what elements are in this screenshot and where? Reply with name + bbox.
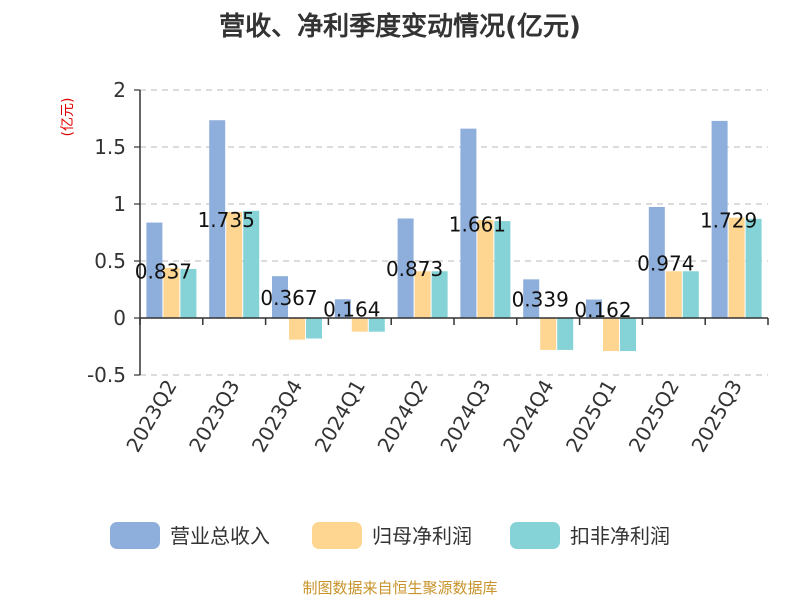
bar: [523, 279, 540, 318]
x-tick-label: 2025Q2: [624, 376, 684, 457]
x-tick-label: 2024Q2: [372, 376, 432, 457]
data-label: 1.661: [449, 212, 506, 236]
bar: [289, 318, 305, 340]
bar: [368, 318, 385, 332]
x-tick-label: 2025Q1: [561, 376, 621, 457]
data-label: 1.729: [700, 208, 757, 232]
bar: [494, 221, 511, 318]
y-tick-label: 0.5: [94, 249, 126, 273]
chart-title: 营收、净利季度变动情况(亿元): [219, 11, 581, 42]
bar: [226, 211, 243, 318]
legend-label: 营业总收入: [170, 524, 270, 548]
data-label: 1.735: [198, 208, 255, 232]
bar: [728, 217, 745, 318]
bar: [334, 299, 351, 318]
legend-swatch: [110, 522, 160, 549]
data-label: 0.837: [135, 259, 192, 283]
y-ticks: 2 1.5 1 0.5 0 -0.5: [87, 78, 140, 387]
bar: [272, 276, 288, 318]
legend: 营业总收入 归母净利润 扣非净利润: [110, 522, 670, 549]
bar: [180, 268, 197, 318]
data-label: 0.367: [260, 286, 317, 310]
bar: [397, 218, 414, 318]
bar: [682, 271, 699, 318]
x-tick-label: 2024Q3: [435, 376, 495, 457]
bar: [460, 128, 477, 318]
x-tick-label: 2023Q4: [247, 376, 307, 457]
bar: [557, 318, 574, 350]
y-tick-label: 0: [113, 306, 126, 330]
bar: [243, 210, 260, 318]
legend-label: 归母净利润: [372, 524, 472, 548]
x-tick-label: 2025Q3: [686, 376, 746, 457]
bar: [665, 271, 682, 318]
bar: [431, 271, 448, 318]
x-tick-label: 2024Q4: [498, 376, 558, 457]
bar: [146, 222, 163, 318]
data-label: 0.339: [512, 288, 569, 312]
source-note: 制图数据来自恒生聚源数据库: [302, 579, 497, 597]
bar: [603, 318, 619, 352]
y-tick-label: 1: [113, 192, 126, 216]
legend-label: 扣非净利润: [570, 524, 670, 548]
y-tick-label: 2: [113, 78, 126, 102]
x-tick-label: 2023Q3: [184, 376, 244, 457]
data-label: 0.162: [574, 298, 631, 322]
legend-swatch: [510, 522, 560, 549]
bar: [620, 318, 636, 352]
axes: [139, 90, 769, 375]
bars: [146, 120, 762, 352]
bar: [163, 267, 180, 318]
x-tick-label: 2024Q1: [310, 376, 370, 457]
bar: [745, 218, 762, 318]
bar: [414, 271, 431, 318]
data-label: 0.164: [323, 298, 380, 322]
data-label: 0.873: [386, 257, 443, 281]
legend-swatch: [312, 522, 362, 549]
bar: [711, 120, 728, 318]
bar: [477, 219, 494, 318]
data-label: 0.974: [637, 251, 694, 275]
y-tick-label: 1.5: [94, 135, 126, 159]
bar: [540, 318, 557, 350]
x-ticks: 2023Q2 2023Q3 2023Q4 2024Q1 2024Q2 2024Q3 2024…: [121, 376, 747, 457]
bar: [209, 120, 226, 319]
bar: [351, 318, 368, 332]
bar: [586, 299, 602, 318]
x-tick-label: 2023Q2: [121, 376, 181, 457]
bar: [306, 318, 322, 339]
bar: [648, 206, 665, 318]
y-tick-label: -0.5: [87, 363, 126, 387]
y-axis-unit: (亿元): [60, 98, 76, 137]
